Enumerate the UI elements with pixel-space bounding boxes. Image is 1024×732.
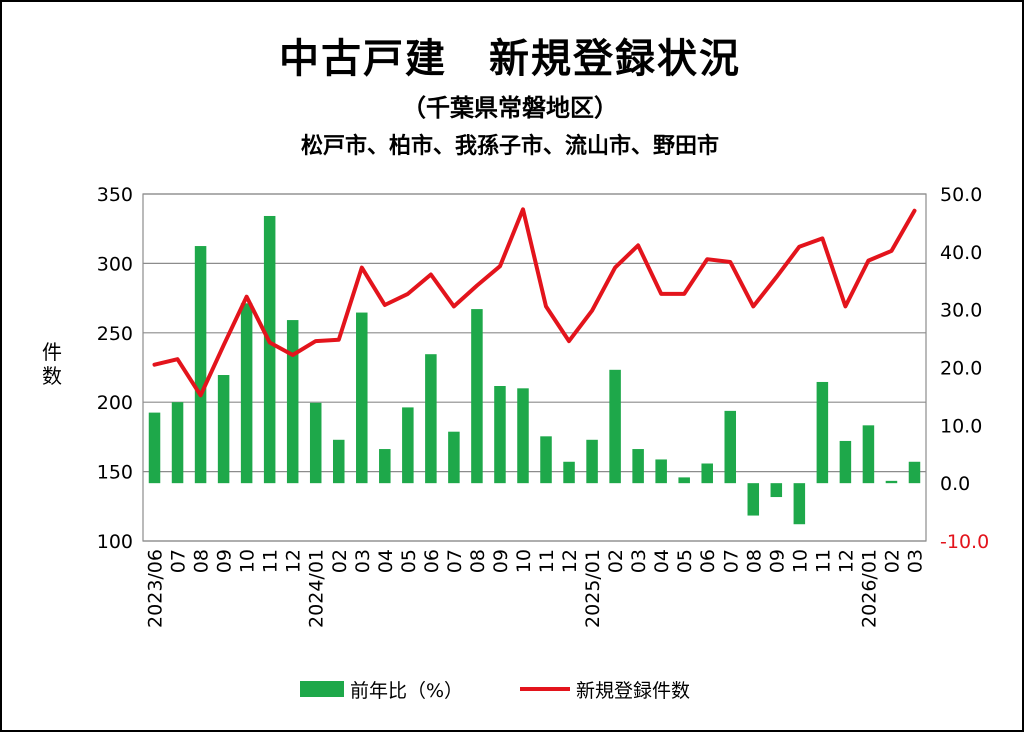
x-tick-label: 2026/01 xyxy=(858,549,880,628)
bar-yoy xyxy=(724,410,737,484)
bar-yoy xyxy=(379,449,391,484)
bar-yoy xyxy=(885,480,898,484)
x-tick-label: 09 xyxy=(490,549,512,573)
bar-yoy xyxy=(240,303,253,484)
x-tick-label: 07 xyxy=(168,549,190,573)
y-left-tick-label: 300 xyxy=(97,253,133,275)
bar-yoy xyxy=(701,463,713,484)
x-tick-label: 08 xyxy=(191,549,213,573)
x-tick-label: 2025/01 xyxy=(582,549,604,628)
bar-yoy xyxy=(332,439,345,484)
y-right-tick-label: 50.0 xyxy=(940,184,982,206)
bar-yoy xyxy=(678,477,690,484)
chart-areas: 松戸市、柏市、我孫子市、流山市、野田市 xyxy=(300,134,719,159)
bar-yoy xyxy=(747,483,760,516)
bar-yoy xyxy=(286,320,299,484)
y-axis-label: 件数 xyxy=(42,340,62,388)
bar-yoy xyxy=(563,461,575,484)
legend-label-bar: 前年比（%） xyxy=(350,680,463,702)
y-left-tick-label: 100 xyxy=(97,531,133,553)
y-right-tick-label: 30.0 xyxy=(940,300,982,322)
x-tick-label: 04 xyxy=(375,549,397,573)
x-tick-label: 08 xyxy=(467,549,489,573)
x-tick-label: 11 xyxy=(536,549,558,573)
bar-yoy xyxy=(609,369,621,484)
y-right-tick-label: 40.0 xyxy=(940,242,982,264)
y-left-tick-label: 200 xyxy=(97,392,133,414)
x-tick-label: 07 xyxy=(720,549,742,573)
line-new-listings xyxy=(152,207,917,398)
x-tick-label: 05 xyxy=(674,549,696,573)
chart-title: 中古戸建 新規登録状況 xyxy=(279,36,741,82)
plot-area xyxy=(142,193,927,542)
legend-label-line: 新規登録件数 xyxy=(576,680,690,702)
y-left-tick-label: 350 xyxy=(97,184,133,206)
bar-yoy xyxy=(517,388,529,484)
y-right-tick-label: 10.0 xyxy=(940,415,982,437)
x-tick-label: 10 xyxy=(789,549,811,573)
legend-swatch-bar xyxy=(300,681,344,697)
bar-yoy xyxy=(425,354,437,484)
x-tick-label: 12 xyxy=(283,549,305,573)
x-tick-label: 09 xyxy=(766,549,788,573)
bar-yoy xyxy=(632,449,644,484)
y-left-tick-label: 150 xyxy=(97,462,133,484)
x-tick-label: 05 xyxy=(398,549,420,573)
bar-yoy xyxy=(402,407,414,484)
x-tick-label: 06 xyxy=(697,549,719,573)
chart-subtitle: （千葉県常磐地区） xyxy=(402,94,618,122)
x-tick-label: 09 xyxy=(214,549,236,573)
x-tick-label: 03 xyxy=(628,549,650,573)
bar-yoy xyxy=(862,425,875,484)
legend: 前年比（%） 新規登録件数 xyxy=(300,680,690,702)
y-left-tick-label: 250 xyxy=(97,323,133,345)
bar-yoy xyxy=(471,309,483,484)
bar-yoy xyxy=(356,312,368,484)
bar-yoy xyxy=(839,440,852,484)
bar-yoy xyxy=(793,483,806,525)
x-tick-label: 03 xyxy=(904,549,926,573)
bar-yoy xyxy=(448,431,460,484)
bar-yoy xyxy=(540,436,552,484)
x-tick-label: 02 xyxy=(605,549,627,573)
x-tick-label: 11 xyxy=(812,549,834,573)
x-tick-label: 10 xyxy=(513,549,535,573)
bar-yoy xyxy=(655,459,667,484)
bar-yoy xyxy=(194,246,207,484)
bar-yoy xyxy=(586,439,598,484)
x-tick-label: 12 xyxy=(559,549,581,573)
bar-yoy xyxy=(770,483,783,498)
x-tick-label: 2023/06 xyxy=(145,549,167,628)
bar-yoy xyxy=(148,412,161,484)
x-tick-label: 06 xyxy=(421,549,443,573)
x-tick-label: 12 xyxy=(835,549,857,573)
x-tick-label: 2024/01 xyxy=(306,549,328,628)
bar-yoy xyxy=(494,386,506,484)
y-right-tick-label: 0.0 xyxy=(940,473,970,495)
x-tick-label: 11 xyxy=(260,549,282,573)
bar-yoy xyxy=(263,215,276,484)
x-tick-label: 04 xyxy=(651,549,673,573)
x-tick-label: 08 xyxy=(743,549,765,573)
bar-yoy xyxy=(309,402,322,484)
x-tick-label: 03 xyxy=(352,549,374,573)
bar-yoy xyxy=(908,461,921,484)
bar-yoy xyxy=(816,381,829,484)
bar-yoy xyxy=(217,375,230,484)
x-tick-label: 02 xyxy=(881,549,903,573)
y-right-tick-label: -10.0 xyxy=(940,531,989,553)
x-tick-label: 02 xyxy=(329,549,351,573)
y-right-tick-label: 20.0 xyxy=(940,358,982,380)
x-tick-label: 07 xyxy=(444,549,466,573)
bar-yoy xyxy=(171,402,184,484)
x-tick-label: 10 xyxy=(237,549,259,573)
